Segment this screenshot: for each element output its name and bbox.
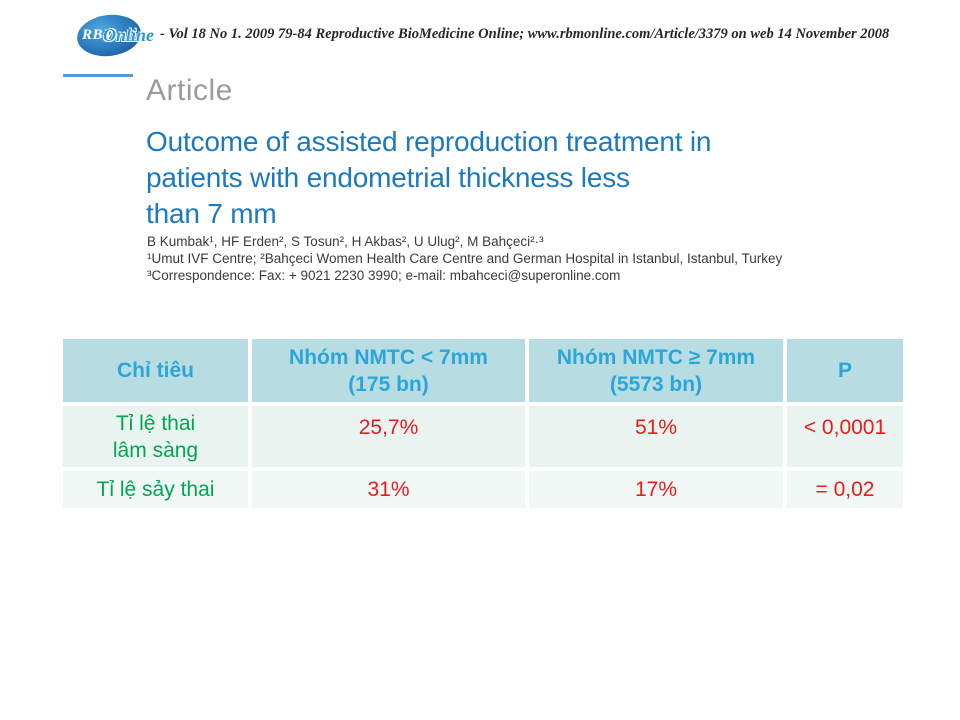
table-header-group-ge7mm: Nhóm NMTC ≥ 7mm (5573 bn) xyxy=(529,339,783,402)
table-row-miscarriage-label: Tỉ lệ sảy thai xyxy=(63,471,248,508)
table-header-group-lt7mm: Nhóm NMTC < 7mm (175 bn) xyxy=(252,339,525,402)
section-label: Article xyxy=(146,74,233,107)
journal-citation: - Vol 18 No 1. 2009 79-84 Reproductive B… xyxy=(160,26,890,42)
table-cell-miscarriage-lt7mm: 31% xyxy=(252,471,525,508)
article-byline: B Kumbak¹, HF Erden², S Tosun², H Akbas²… xyxy=(147,233,782,284)
article-title-line-3: than 7 mm xyxy=(146,198,277,229)
rbmonline-logo-online-text: Online xyxy=(103,25,155,45)
table-cell-clinical-pregnancy-lt7mm: 25,7% xyxy=(252,406,525,467)
table-header-p-value: P xyxy=(787,339,903,402)
results-table: Chỉ tiêu Nhóm NMTC < 7mm (175 bn) Nhóm N… xyxy=(63,339,903,508)
article-authors: B Kumbak¹, HF Erden², S Tosun², H Akbas²… xyxy=(147,234,544,249)
rbmonline-logo-rbm-text: RBM xyxy=(82,27,117,43)
article-title: Outcome of assisted reproduction treatme… xyxy=(146,124,711,232)
table-cell-clinical-pregnancy-ge7mm: 51% xyxy=(529,406,783,467)
article-title-line-1: Outcome of assisted reproduction treatme… xyxy=(146,126,712,157)
table-cell-miscarriage-p: = 0,02 xyxy=(787,471,903,508)
section-rule xyxy=(63,74,133,77)
table-header-criteria: Chỉ tiêu xyxy=(63,339,248,402)
article-correspondence: ³Correspondence: Fax: + 9021 2230 3990; … xyxy=(147,268,621,283)
table-cell-miscarriage-ge7mm: 17% xyxy=(529,471,783,508)
table-row-clinical-pregnancy-label: Tỉ lệ thai lâm sàng xyxy=(63,406,248,467)
article-title-line-2: patients with endometrial thickness less xyxy=(146,162,630,193)
table-cell-clinical-pregnancy-p: < 0,0001 xyxy=(787,406,903,467)
article-affiliations: ¹Umut IVF Centre; ²Bahçeci Women Health … xyxy=(147,251,783,266)
